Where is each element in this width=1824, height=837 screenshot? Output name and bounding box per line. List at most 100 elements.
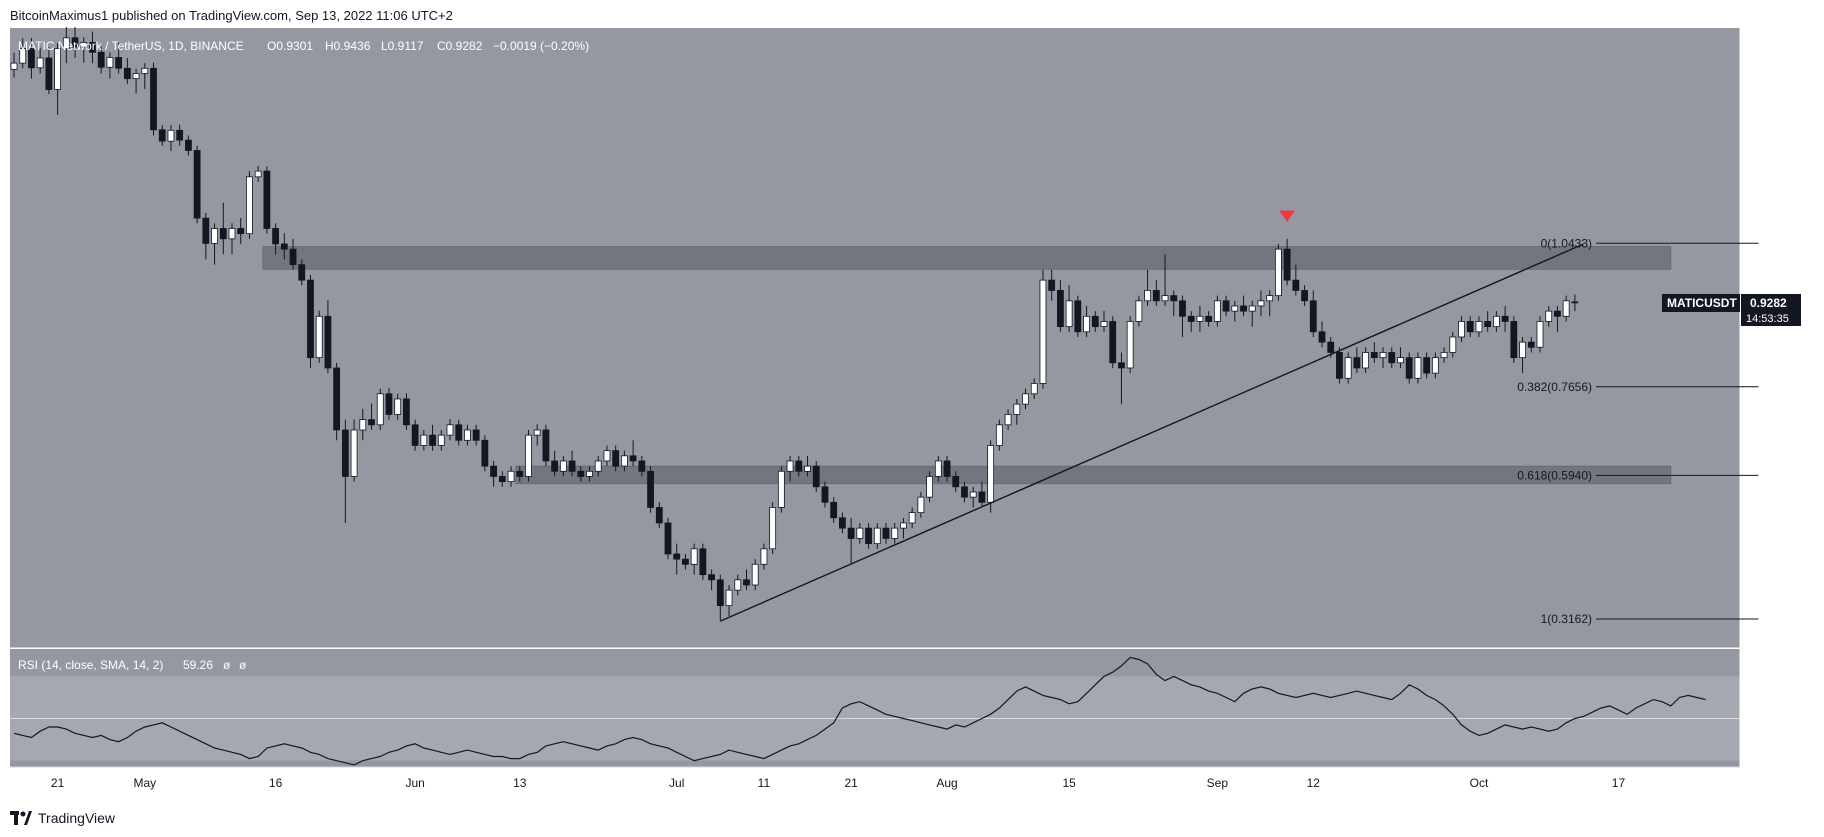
- candle: [1397, 347, 1404, 368]
- candle-body: [1126, 321, 1134, 369]
- candle: [690, 543, 698, 575]
- candle-body: [1475, 321, 1483, 333]
- sr-zone: [515, 465, 1672, 485]
- price-tag-countdown: 14:53:35: [1746, 313, 1789, 325]
- candle-body: [734, 579, 742, 591]
- ascending-trendline[interactable]: [720, 243, 1584, 622]
- candle: [603, 445, 611, 467]
- candle-body: [865, 527, 872, 545]
- candle: [455, 419, 463, 446]
- candle-body: [80, 42, 88, 48]
- candle-body: [725, 589, 733, 607]
- candle: [673, 543, 681, 575]
- date-tick-label: 11: [758, 776, 771, 790]
- date-tick-label: 21: [51, 776, 65, 790]
- candle-body: [1196, 315, 1204, 322]
- rsi-label: RSI (14, close, SMA, 14, 2): [18, 658, 163, 672]
- candle: [961, 481, 968, 503]
- candle-body: [682, 558, 689, 565]
- legend-symbol: MATIC Network / TetherUS, 1D, BINANCE: [18, 39, 244, 53]
- candle-body: [1466, 321, 1474, 333]
- candle-body: [961, 486, 968, 498]
- legend-open: O0.9301: [267, 39, 313, 53]
- candle-body: [647, 470, 654, 508]
- candle: [1283, 238, 1291, 286]
- candle-body: [1030, 383, 1038, 395]
- date-tick-label: Jul: [669, 776, 684, 790]
- candle-body: [926, 476, 933, 498]
- candle-body: [1048, 279, 1056, 291]
- candle-body: [1118, 362, 1125, 369]
- candle-body: [1013, 403, 1021, 415]
- candle: [769, 502, 777, 554]
- candle: [682, 553, 689, 570]
- candle-body: [1414, 357, 1422, 379]
- candle-body: [743, 579, 750, 586]
- candle: [1109, 316, 1117, 368]
- candle: [263, 166, 271, 234]
- candle: [1231, 300, 1239, 322]
- candle: [254, 165, 262, 182]
- candle-body: [490, 465, 498, 477]
- candle: [917, 491, 925, 518]
- candle-body: [908, 512, 916, 524]
- candle-body: [507, 470, 515, 483]
- price-tick-label: 0.5000: [1752, 519, 1786, 531]
- candle-body: [228, 228, 236, 240]
- price-tick-label: 1.1000: [1752, 209, 1786, 221]
- candle: [839, 512, 846, 534]
- candle-body: [10, 62, 18, 70]
- candle: [1344, 352, 1352, 384]
- candle-body: [263, 170, 271, 229]
- candle: [638, 455, 646, 477]
- candle-body: [577, 470, 585, 477]
- candle: [1301, 285, 1308, 306]
- rsi-axis-ticks: 80.00 60.00 40.00: [1752, 650, 1780, 746]
- candle-body: [97, 51, 105, 68]
- price-pane[interactable]: [10, 28, 1740, 648]
- candle-body: [324, 315, 332, 369]
- candle: [1475, 316, 1483, 337]
- candle-body: [150, 67, 157, 131]
- candle-body: [795, 460, 803, 472]
- candle-body: [1318, 331, 1326, 343]
- candle-body: [1536, 321, 1544, 348]
- candle: [1362, 347, 1369, 374]
- date-tick-label: 21: [844, 776, 858, 790]
- candle: [464, 424, 471, 446]
- candle: [184, 135, 192, 156]
- candle: [123, 57, 131, 84]
- date-tick-label: Oct: [1470, 776, 1489, 790]
- candle-body: [307, 279, 314, 359]
- red-triangle-marker: [1279, 210, 1296, 222]
- rsi-value: 59.26: [183, 658, 213, 672]
- candle-body: [237, 228, 245, 235]
- candle: [1126, 316, 1134, 374]
- price-axis-ticks: 1.40001.30001.20001.10001.00000.90000.80…: [1752, 54, 1786, 634]
- candle-body: [1519, 341, 1526, 359]
- candle-body: [498, 476, 506, 483]
- candle-body: [481, 439, 489, 467]
- candle-body: [402, 398, 410, 426]
- candle: [19, 38, 27, 69]
- candle-body: [1423, 357, 1431, 374]
- candle-body: [1039, 279, 1047, 384]
- candle-body: [821, 486, 829, 503]
- candle: [1213, 295, 1221, 327]
- candle: [664, 517, 672, 560]
- candle: [1248, 300, 1256, 327]
- candle: [472, 424, 480, 446]
- fib-label: 0.382(0.7656): [1517, 380, 1592, 394]
- candle: [1152, 280, 1160, 306]
- candle: [1179, 295, 1186, 337]
- symbol-tag-bg: [1662, 294, 1740, 312]
- candle-body: [1449, 336, 1457, 353]
- candle: [760, 543, 768, 570]
- tradingview-footer[interactable]: TradingView: [10, 810, 115, 826]
- candle-body: [36, 57, 44, 69]
- candle: [1039, 269, 1047, 389]
- date-tick-label: May: [133, 776, 156, 790]
- candle-body: [882, 527, 890, 539]
- candle-body: [1240, 305, 1247, 312]
